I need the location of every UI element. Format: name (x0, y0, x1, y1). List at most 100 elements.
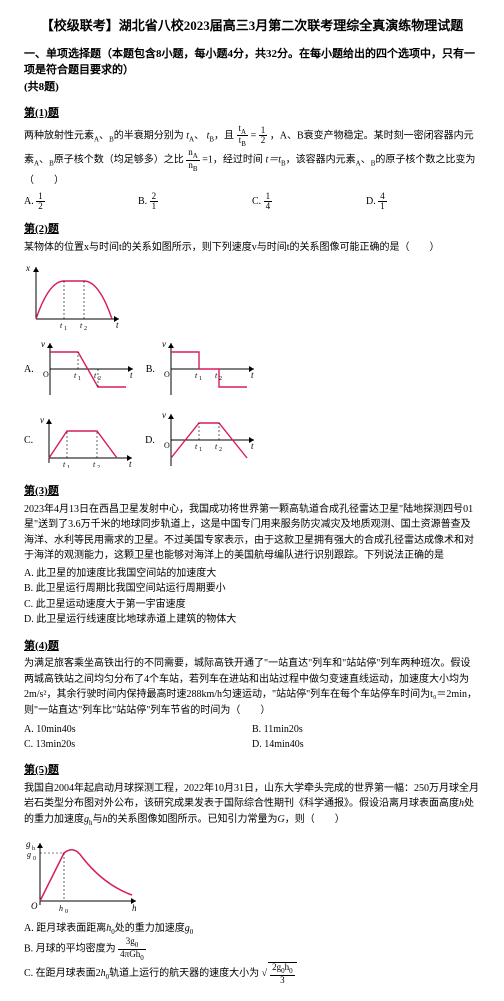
q1-Af: 12 (36, 192, 45, 211)
svg-text:t: t (195, 442, 198, 451)
q1-subA3: A (356, 160, 361, 168)
q5-bc: 与 (93, 814, 103, 825)
q5-be: ，则（ ） (285, 814, 345, 825)
axis-t-lbl: t (116, 320, 119, 330)
svg-text:1: 1 (199, 376, 202, 382)
q5-ba: 我国自2004年起启动月球探测工程，2022年10月31日，山东大学牵头完成的世… (24, 783, 479, 810)
q2-choice-graphs-2: C. vt t1 t2 D. vt O t1 t2 (24, 408, 480, 473)
q1-body: 两种放射性元素A、B的半衰期分别为 tA、 tB，且 tAtB = 12 ，A、… (24, 124, 480, 189)
q3-choice-a: A. 此卫星的加速度比我国空间站的加速度大 (24, 566, 480, 582)
gh-graph: gh h O g0 h0 (24, 835, 144, 915)
section-line1: 一、单项选择题（本题包含8小题，每小题4分，共32分。在每小题给出的四个选项中，… (24, 48, 475, 77)
q2-C-lab: C. (24, 433, 33, 448)
q3-choices: A. 此卫星的加速度比我国空间站的加速度大 B. 此卫星运行周期比我国空间站运行… (24, 566, 480, 628)
q1-Ad: 2 (36, 202, 45, 211)
q1-Dlab: D. (366, 196, 376, 207)
q1-choice-a: A. 12 (24, 192, 138, 211)
q5-choice-b: B. 月球的平均密度为 3g0 4πGh0 (24, 937, 480, 962)
q1-choice-c: C. 14 (252, 192, 366, 211)
svg-text:h: h (32, 846, 35, 852)
svg-text:t: t (93, 460, 96, 468)
svg-text:1: 1 (64, 326, 67, 331)
q2-graph-c: vt t1 t2 (37, 413, 137, 468)
q4-choice-c: C. 13min20s (24, 737, 252, 752)
q2-main-graph: x t t1 t2 (24, 261, 480, 331)
q5-Csqrt: 2g0h03 (268, 962, 297, 985)
q5-Csn: 2g (272, 962, 281, 972)
section-header: 一、单项选择题（本题包含8小题，每小题4分，共32分。在每小题给出的四个选项中，… (24, 46, 480, 96)
axis-x-lbl: x (25, 263, 30, 273)
q1-c1: 、 (194, 130, 204, 141)
q2-choice-b: B. vt O t1 t2 (146, 337, 259, 402)
svg-text:t: t (129, 459, 132, 468)
svg-text:2: 2 (219, 447, 222, 453)
svg-text:O: O (164, 441, 170, 450)
q5-Bd1s: 0 (140, 954, 144, 962)
q1-f2ns: A (193, 152, 198, 160)
svg-text:v: v (162, 410, 166, 420)
svg-text:0: 0 (65, 909, 68, 915)
q1-Bd: 1 (150, 202, 159, 211)
q2-graph-a: vt O t1 t2 (38, 337, 138, 402)
q2-graph-main: x t t1 t2 (24, 261, 124, 331)
q5-graph-row: gh h O g0 h0 (24, 835, 480, 915)
svg-text:2: 2 (219, 376, 222, 382)
q5-body: 我国自2004年起启动月球探测工程，2022年10月31日，山东大学牵头完成的世… (24, 781, 480, 829)
q1-frac-half: 12 (259, 126, 268, 145)
q5-Al: A. 距月球表面距离 (24, 923, 106, 934)
q2-D-lab: D. (145, 433, 155, 448)
svg-text:t: t (215, 442, 218, 451)
svg-text:h: h (132, 903, 137, 913)
q5-A2: 处的重力加速度 (115, 923, 185, 934)
q4-body: 为满足旅客乘坐高铁出行的不同需要，城际高铁开通了"一站直达"列车和"站站停"列车… (24, 656, 480, 718)
q5-G: G (278, 814, 285, 825)
q1-Cd: 4 (264, 202, 273, 211)
q2-choice-d: D. vt O t1 t2 (145, 408, 259, 473)
svg-text:g: g (26, 839, 31, 849)
svg-text:g: g (27, 850, 31, 859)
q1-t4: 原子核个数（均足够多）之比 (54, 155, 184, 166)
svg-text:t: t (195, 371, 198, 380)
q1-Clab: C. (252, 196, 261, 207)
q5-choices: A. 距月球表面距离h0处的重力加速度g0 B. 月球的平均密度为 3g0 4π… (24, 921, 480, 985)
q2-body: 某物体的位置x与时间t的关系如图所示，则下列速度v与时间t的关系图像可能正确的是… (24, 240, 480, 256)
q3-label: 第(3)题 (24, 483, 480, 500)
xt-graph: x t t1 t2 (24, 261, 124, 331)
q5-label: 第(5)题 (24, 762, 480, 779)
q5-Bn1: 3g (126, 936, 135, 946)
q1-f1ds: B (241, 140, 246, 148)
svg-text:v: v (162, 339, 166, 349)
q1-eq2: =1，经过时间 (202, 155, 263, 166)
q1-f1ns: A (241, 127, 246, 135)
q1-hd: 2 (259, 136, 268, 145)
q5-Bd1: 4πGh (120, 949, 140, 959)
q2-B-lab: B. (146, 362, 155, 377)
q2-graph-d: vt O t1 t2 (159, 408, 259, 473)
svg-text:t: t (80, 321, 83, 330)
svg-text:0: 0 (33, 856, 36, 862)
svg-text:1: 1 (199, 447, 202, 453)
q2-graph-b: vt O t1 t2 (159, 337, 259, 402)
svg-text:t: t (94, 371, 97, 380)
q5-Bfrac: 3g0 4πGh0 (118, 937, 146, 962)
q5-Bn1s: 0 (135, 941, 139, 949)
q5-Bl: B. 月球的平均密度为 (24, 944, 116, 955)
q1-frac1: tAtB (237, 124, 249, 149)
q5-bd: 的关系图像如图所示。已知引力常量为 (108, 814, 278, 825)
svg-text:t: t (215, 371, 218, 380)
q5-Csd: 3 (270, 976, 295, 985)
q1-Df: 41 (378, 192, 387, 211)
svg-text:t: t (251, 370, 254, 380)
svg-text:1: 1 (67, 465, 70, 468)
q1-choices: A. 12 B. 21 C. 14 D. 41 (24, 192, 480, 211)
q1-subA: A (94, 135, 99, 143)
q3-choice-b: B. 此卫星运行周期比我国空间站运行周期要小 (24, 581, 480, 597)
q1-subA2: A (34, 160, 39, 168)
q1-Blab: B. (138, 196, 147, 207)
q1-t1: 的半衰期分别为 (114, 130, 184, 141)
q5-choice-c: C. 在距月球表面2h0轨道上运行的航天器的速度大小为 √2g0h03 (24, 962, 480, 985)
q5-Csqf: 2g0h03 (270, 963, 295, 985)
q1-Bf: 21 (150, 192, 159, 211)
q4-label: 第(4)题 (24, 638, 480, 655)
svg-text:v: v (41, 339, 45, 349)
